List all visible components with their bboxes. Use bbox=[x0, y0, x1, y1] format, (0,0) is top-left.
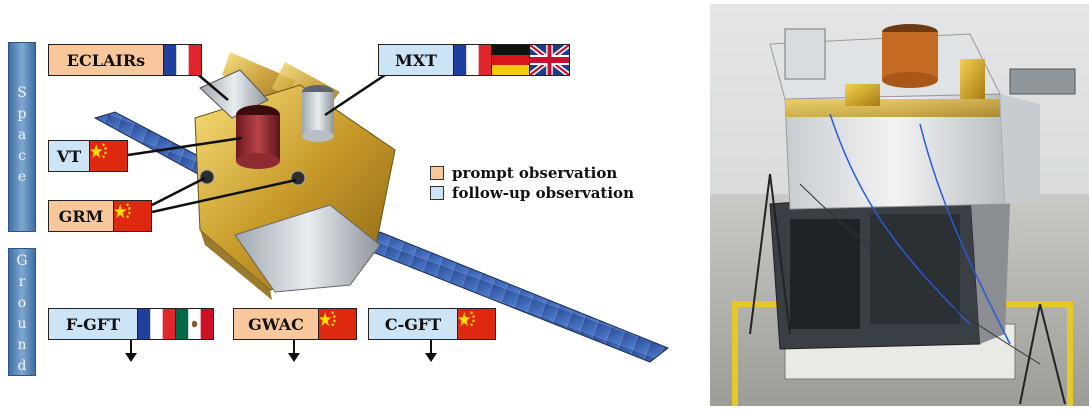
fgft-arrow bbox=[125, 340, 137, 362]
legend-prompt: prompt observation bbox=[430, 164, 617, 182]
legend-followup-text: follow-up observation bbox=[452, 184, 634, 202]
eclairs-text: ECLAIRs bbox=[49, 45, 163, 75]
ground-letter: u bbox=[17, 316, 27, 332]
ground-letter: G bbox=[16, 253, 28, 269]
flag-china-icon bbox=[318, 309, 356, 339]
vt-pointer bbox=[127, 136, 243, 157]
legend-prompt-swatch bbox=[430, 166, 444, 180]
ground-letter: r bbox=[18, 274, 26, 290]
satellite-photo bbox=[710, 4, 1089, 406]
flag-uk-icon bbox=[529, 45, 569, 75]
ground-bar: G r o u n d bbox=[8, 248, 36, 376]
mxt-pointer bbox=[324, 73, 386, 117]
space-letter: p bbox=[17, 106, 27, 122]
flag-germany-icon bbox=[491, 45, 529, 75]
gwac-text: GWAC bbox=[234, 309, 318, 339]
legend-followup-swatch bbox=[430, 186, 444, 200]
flag-france-icon bbox=[137, 309, 175, 339]
eclairs-pointer bbox=[194, 71, 229, 101]
vt-text: VT bbox=[49, 141, 89, 171]
cgft-text: C-GFT bbox=[369, 309, 457, 339]
ground-letter: n bbox=[17, 337, 27, 353]
flag-france-icon bbox=[453, 45, 491, 75]
satellite-illustration bbox=[93, 52, 669, 363]
flag-france-icon bbox=[163, 45, 201, 75]
cgft-label: C-GFT bbox=[368, 308, 496, 340]
legend-prompt-text: prompt observation bbox=[452, 164, 618, 182]
eclairs-label: ECLAIRs bbox=[48, 44, 202, 76]
space-bar: S p a c e bbox=[8, 42, 36, 232]
fgft-label: F-GFT bbox=[48, 308, 214, 340]
grm-text: GRM bbox=[49, 201, 113, 231]
mxt-text: MXT bbox=[379, 45, 453, 75]
gwac-arrow bbox=[288, 340, 300, 362]
legend-followup: follow-up observation bbox=[430, 184, 634, 202]
right-solar-panel bbox=[353, 231, 669, 363]
flag-mexico-icon bbox=[175, 309, 213, 339]
mxt-label: MXT bbox=[378, 44, 570, 76]
flag-china-icon bbox=[457, 309, 495, 339]
vt-label: VT bbox=[48, 140, 128, 172]
flag-china-icon bbox=[89, 141, 127, 171]
space-letter: e bbox=[17, 169, 27, 185]
grm-pointer-a bbox=[151, 176, 206, 207]
grm-pointer-b bbox=[151, 178, 297, 214]
space-letter: a bbox=[17, 127, 27, 143]
space-letter: S bbox=[17, 85, 27, 101]
gwac-label: GWAC bbox=[233, 308, 357, 340]
ground-letter: d bbox=[17, 358, 27, 374]
grm-label: GRM bbox=[48, 200, 152, 232]
ground-letter: o bbox=[17, 295, 27, 311]
flag-china-icon bbox=[113, 201, 151, 231]
space-letter: c bbox=[18, 148, 26, 164]
cgft-arrow bbox=[425, 340, 437, 362]
fgft-text: F-GFT bbox=[49, 309, 137, 339]
